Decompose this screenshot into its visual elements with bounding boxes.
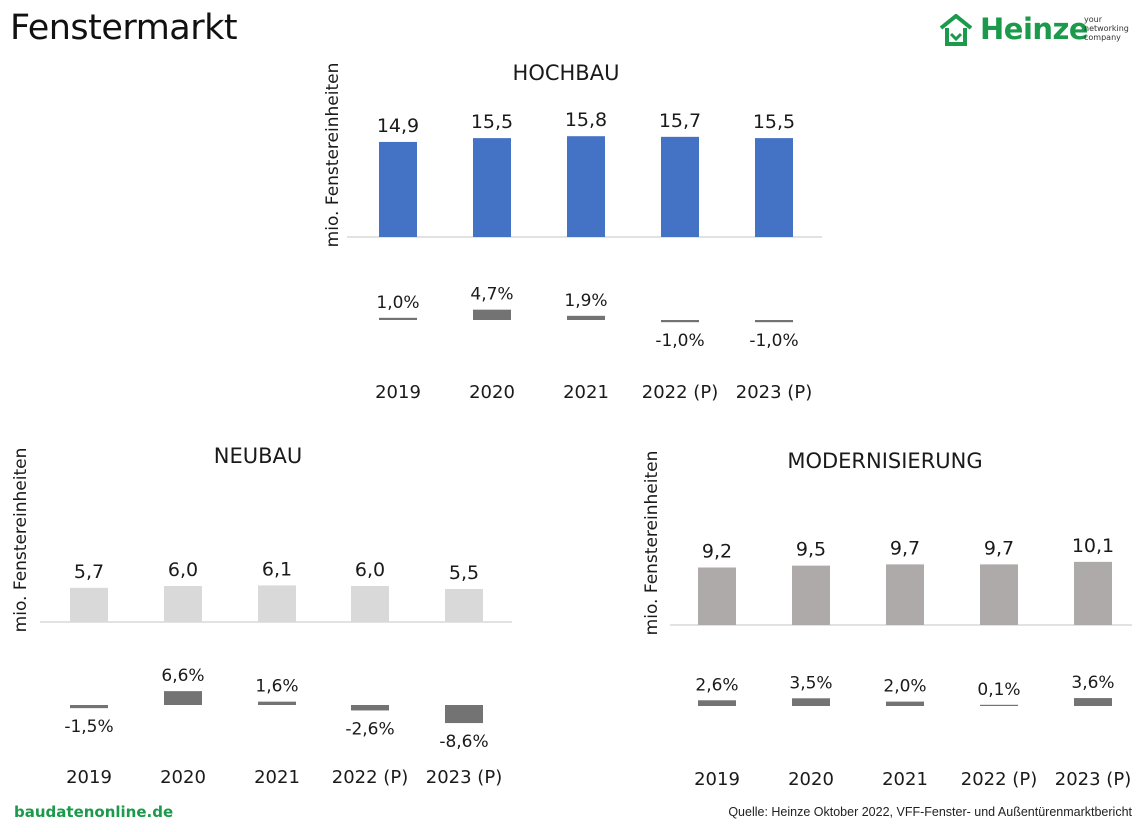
category-label: 2020 bbox=[160, 767, 206, 788]
growth-bar bbox=[70, 705, 108, 709]
growth-value-label: 2,6% bbox=[695, 675, 738, 695]
growth-bar bbox=[886, 701, 924, 706]
growth-value-label: 3,6% bbox=[1071, 673, 1114, 693]
bar bbox=[70, 587, 108, 622]
logo-tagline-line: networking bbox=[1084, 24, 1129, 33]
logo-wordmark: Heinze bbox=[980, 12, 1089, 46]
category-label: 2021 bbox=[563, 382, 609, 403]
category-label: 2019 bbox=[694, 769, 740, 790]
growth-bar bbox=[980, 704, 1018, 706]
growth-value-label: -1,0% bbox=[655, 331, 704, 351]
chart-title: MODERNISIERUNG bbox=[787, 449, 982, 473]
category-label: 2021 bbox=[254, 767, 300, 788]
category-label: 2019 bbox=[66, 767, 112, 788]
logo-tagline-line: your bbox=[1084, 15, 1102, 24]
heinze-logo-icon bbox=[939, 14, 973, 46]
growth-bar bbox=[755, 320, 793, 323]
category-label: 2023 (P) bbox=[1055, 769, 1131, 790]
y-axis-label: mio. Fenstereinheiten bbox=[323, 63, 343, 248]
growth-value-label: -1,5% bbox=[64, 717, 113, 737]
heinze-logo: Heinze your networking company bbox=[938, 12, 1138, 52]
bar-value-label: 15,8 bbox=[565, 109, 607, 131]
bar-value-label: 6,0 bbox=[168, 559, 198, 581]
bar bbox=[1074, 561, 1112, 625]
growth-bar bbox=[445, 705, 483, 724]
bar bbox=[164, 586, 202, 622]
page-title: Fenstermarkt bbox=[10, 8, 238, 48]
bar-value-label: 9,7 bbox=[890, 537, 920, 559]
growth-value-label: -8,6% bbox=[439, 732, 488, 752]
growth-value-label: 1,9% bbox=[564, 291, 607, 311]
bar-value-label: 6,0 bbox=[355, 559, 385, 581]
bar-value-label: 6,1 bbox=[262, 558, 292, 580]
bar bbox=[379, 141, 417, 237]
growth-bar bbox=[258, 701, 296, 705]
growth-value-label: 1,0% bbox=[376, 293, 419, 313]
footer-site: baudatenonline.de bbox=[14, 803, 174, 821]
bar bbox=[258, 585, 296, 622]
logo-tagline: your networking company bbox=[1084, 15, 1144, 42]
bar-value-label: 14,9 bbox=[377, 115, 419, 137]
growth-bar bbox=[164, 691, 202, 705]
bar bbox=[351, 586, 389, 622]
growth-value-label: 1,6% bbox=[255, 677, 298, 697]
bar-value-label: 15,5 bbox=[471, 111, 513, 133]
growth-value-label: -2,6% bbox=[345, 719, 394, 739]
bar bbox=[792, 565, 830, 625]
bar bbox=[567, 136, 605, 237]
growth-value-label: 4,7% bbox=[470, 285, 513, 305]
bar bbox=[661, 136, 699, 237]
category-label: 2022 (P) bbox=[332, 767, 408, 788]
bar bbox=[473, 138, 511, 237]
growth-bar bbox=[379, 317, 417, 320]
growth-bar bbox=[1074, 698, 1112, 706]
growth-bar bbox=[698, 700, 736, 706]
growth-value-label: -1,0% bbox=[749, 331, 798, 351]
bar-value-label: 5,7 bbox=[74, 561, 104, 583]
category-label: 2023 (P) bbox=[426, 767, 502, 788]
growth-value-label: 2,0% bbox=[883, 677, 926, 697]
growth-value-label: 6,6% bbox=[161, 666, 204, 686]
growth-bar bbox=[661, 320, 699, 323]
category-label: 2021 bbox=[882, 769, 928, 790]
category-label: 2020 bbox=[469, 382, 515, 403]
bar bbox=[886, 564, 924, 625]
growth-bar bbox=[473, 309, 511, 320]
bar bbox=[755, 138, 793, 237]
chart-title: NEUBAU bbox=[214, 444, 303, 468]
y-axis-label: mio. Fenstereinheiten bbox=[11, 448, 31, 633]
growth-value-label: 0,1% bbox=[977, 680, 1020, 700]
bar bbox=[698, 567, 736, 625]
footer-source: Quelle: Heinze Oktober 2022, VFF-Fenster… bbox=[728, 805, 1132, 819]
bar-value-label: 5,5 bbox=[449, 562, 479, 584]
bar bbox=[980, 564, 1018, 625]
bar-value-label: 9,2 bbox=[702, 541, 732, 563]
y-axis-label: mio. Fenstereinheiten bbox=[642, 451, 662, 636]
growth-bar bbox=[567, 315, 605, 320]
bar bbox=[445, 589, 483, 622]
growth-value-label: 3,5% bbox=[789, 673, 832, 693]
growth-bar bbox=[792, 698, 830, 706]
growth-bar bbox=[351, 705, 389, 711]
bar-value-label: 9,7 bbox=[984, 537, 1014, 559]
category-label: 2022 (P) bbox=[642, 382, 718, 403]
category-label: 2020 bbox=[788, 769, 834, 790]
category-label: 2023 (P) bbox=[736, 382, 812, 403]
logo-tagline-line: company bbox=[1084, 33, 1121, 42]
chart-title: HOCHBAU bbox=[513, 61, 620, 85]
bar-value-label: 15,5 bbox=[753, 111, 795, 133]
bar-value-label: 9,5 bbox=[796, 539, 826, 561]
category-label: 2022 (P) bbox=[961, 769, 1037, 790]
bar-value-label: 15,7 bbox=[659, 110, 701, 132]
bar-value-label: 10,1 bbox=[1072, 535, 1114, 557]
category-label: 2019 bbox=[375, 382, 421, 403]
